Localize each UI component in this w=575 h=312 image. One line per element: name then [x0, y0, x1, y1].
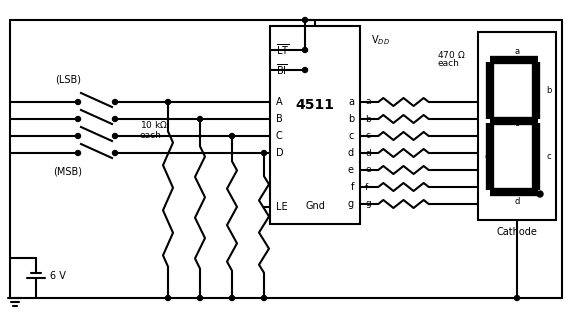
- Text: d: d: [348, 148, 354, 158]
- Text: a: a: [515, 46, 520, 56]
- Circle shape: [262, 150, 266, 155]
- Text: c: c: [365, 131, 370, 140]
- Circle shape: [537, 191, 543, 197]
- Circle shape: [302, 47, 308, 52]
- Circle shape: [302, 17, 308, 22]
- Text: f: f: [365, 183, 368, 192]
- Circle shape: [75, 134, 80, 139]
- Text: 470 $\Omega$: 470 $\Omega$: [437, 48, 466, 60]
- Text: $\overline{\mathrm{LT}}$: $\overline{\mathrm{LT}}$: [276, 43, 289, 57]
- Text: g: g: [365, 199, 371, 208]
- Circle shape: [75, 116, 80, 121]
- Text: Gnd: Gnd: [305, 201, 325, 211]
- Text: B: B: [276, 114, 283, 124]
- Circle shape: [229, 134, 235, 139]
- Text: d: d: [514, 197, 520, 206]
- Text: b: b: [546, 86, 551, 95]
- Text: g: g: [348, 199, 354, 209]
- Text: c: c: [547, 152, 551, 161]
- Circle shape: [197, 116, 202, 121]
- Text: a: a: [348, 97, 354, 107]
- Text: Cathode: Cathode: [497, 227, 538, 237]
- Text: (LSB): (LSB): [55, 75, 81, 85]
- Text: g: g: [514, 116, 520, 125]
- Text: A: A: [276, 97, 283, 107]
- Text: a: a: [365, 97, 370, 106]
- Text: D: D: [276, 148, 283, 158]
- Circle shape: [229, 295, 235, 300]
- Text: e: e: [484, 152, 490, 161]
- Circle shape: [113, 100, 117, 105]
- Circle shape: [197, 295, 202, 300]
- Text: 4511: 4511: [296, 98, 335, 112]
- Text: f: f: [351, 182, 354, 192]
- Text: e: e: [348, 165, 354, 175]
- Text: each: each: [140, 130, 162, 139]
- Text: b: b: [365, 115, 371, 124]
- Text: $\overline{\mathrm{BI}}$: $\overline{\mathrm{BI}}$: [276, 63, 288, 77]
- Text: f: f: [485, 86, 489, 95]
- Text: e: e: [365, 165, 371, 174]
- Text: LE: LE: [276, 202, 288, 212]
- Text: b: b: [348, 114, 354, 124]
- Bar: [478, 32, 556, 220]
- Circle shape: [75, 100, 80, 105]
- Circle shape: [166, 100, 171, 105]
- Text: each: each: [437, 60, 459, 69]
- Text: (MSB): (MSB): [53, 166, 82, 176]
- Text: C: C: [276, 131, 283, 141]
- Circle shape: [75, 150, 80, 155]
- Circle shape: [262, 295, 266, 300]
- Circle shape: [113, 150, 117, 155]
- Text: 10 k$\Omega$: 10 k$\Omega$: [140, 119, 168, 129]
- Text: c: c: [348, 131, 354, 141]
- Circle shape: [302, 67, 308, 72]
- Bar: [270, 26, 360, 224]
- Circle shape: [515, 295, 519, 300]
- Circle shape: [113, 134, 117, 139]
- Text: d: d: [365, 149, 371, 158]
- Text: 6 V: 6 V: [50, 271, 66, 281]
- Circle shape: [113, 116, 117, 121]
- Text: V$_{DD}$: V$_{DD}$: [370, 33, 389, 47]
- Circle shape: [166, 295, 171, 300]
